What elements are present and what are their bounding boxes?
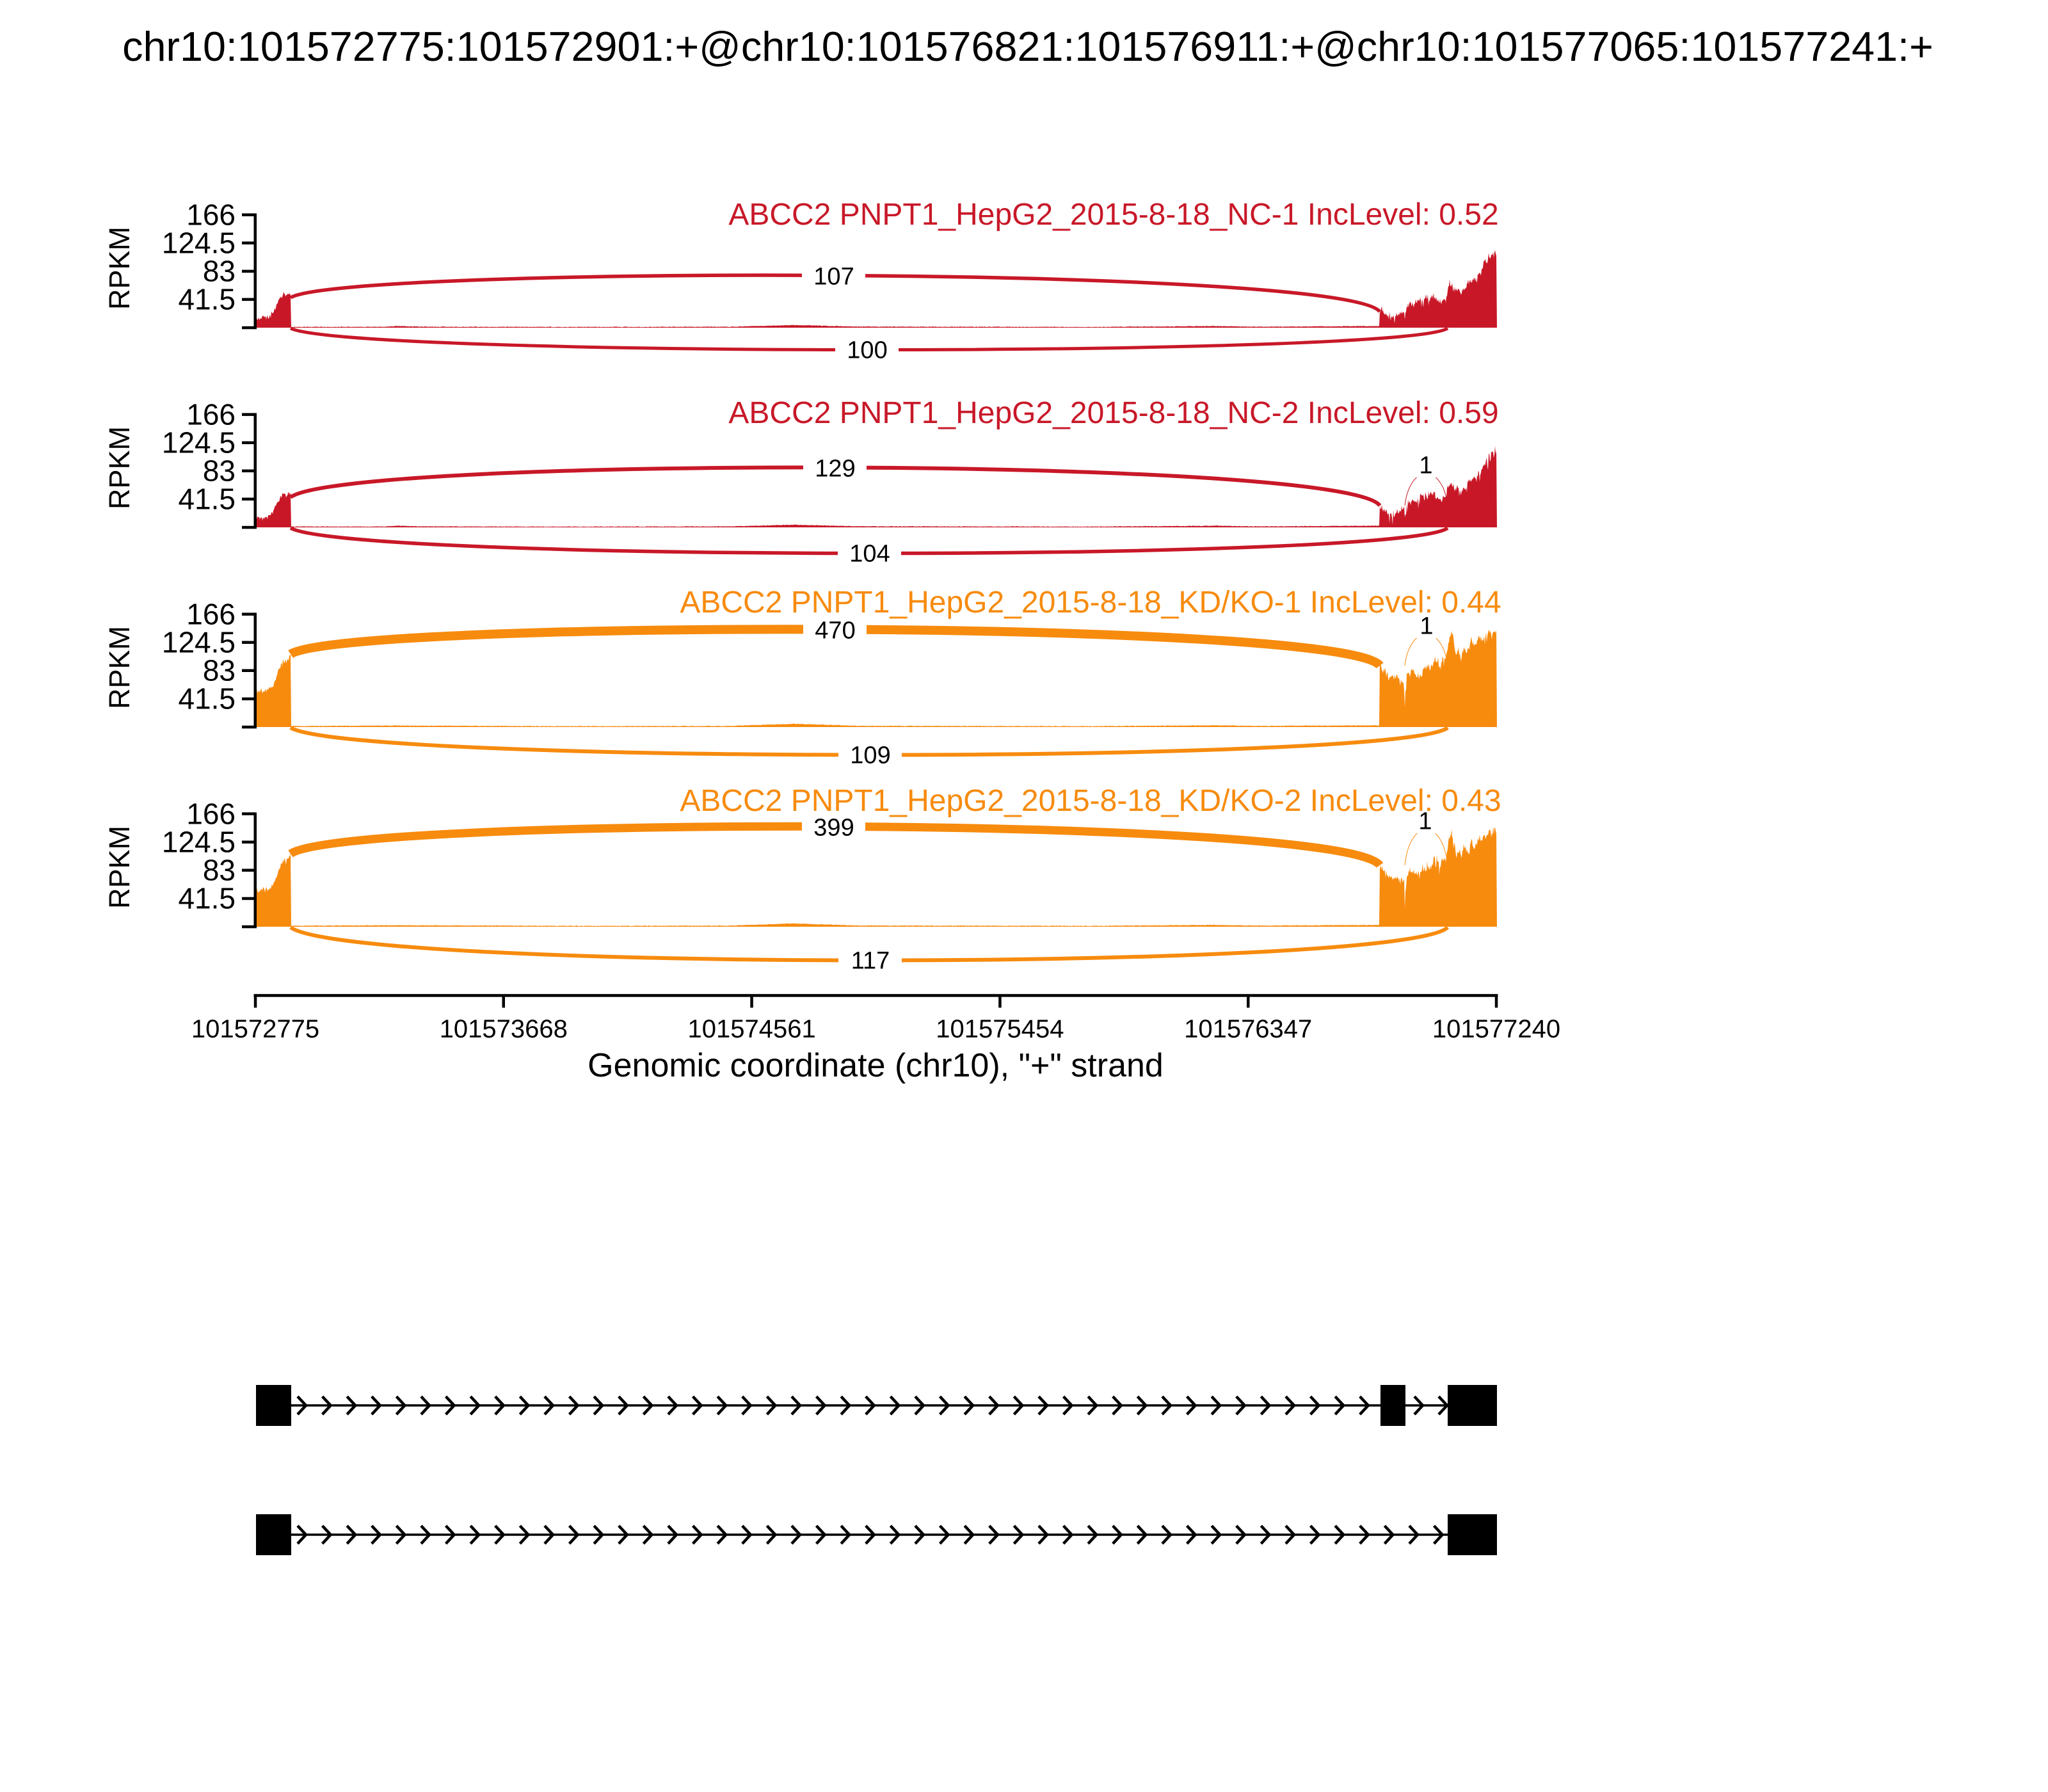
svg-text:109: 109 (850, 742, 890, 769)
svg-text:83: 83 (203, 654, 236, 687)
svg-text:RPKM: RPKM (103, 426, 136, 509)
svg-text:ABCC2 PNPT1_HepG2_2015-8-18_KD: ABCC2 PNPT1_HepG2_2015-8-18_KD/KO-1 IncL… (680, 586, 1501, 620)
svg-text:107: 107 (813, 264, 854, 291)
svg-text:chr10:101572775:101572901:+@ch: chr10:101572775:101572901:+@chr10:101576… (122, 23, 1933, 70)
svg-text:104: 104 (849, 541, 890, 568)
svg-text:124.5: 124.5 (162, 825, 236, 858)
svg-text:1: 1 (1420, 613, 1433, 640)
svg-text:101575454: 101575454 (936, 1015, 1064, 1043)
svg-text:124.5: 124.5 (162, 426, 236, 459)
svg-text:101576347: 101576347 (1184, 1015, 1312, 1043)
svg-text:124.5: 124.5 (162, 226, 236, 259)
svg-text:101574561: 101574561 (687, 1015, 815, 1043)
svg-text:ABCC2 PNPT1_HepG2_2015-8-18_NC: ABCC2 PNPT1_HepG2_2015-8-18_NC-1 IncLeve… (728, 198, 1498, 232)
svg-text:117: 117 (851, 948, 890, 975)
svg-text:ABCC2 PNPT1_HepG2_2015-8-18_KD: ABCC2 PNPT1_HepG2_2015-8-18_KD/KO-2 IncL… (680, 784, 1501, 818)
svg-text:41.5: 41.5 (178, 682, 236, 716)
svg-text:101573668: 101573668 (440, 1015, 568, 1043)
svg-text:101577240: 101577240 (1432, 1015, 1560, 1043)
svg-text:RPKM: RPKM (103, 626, 136, 709)
svg-text:ABCC2 PNPT1_HepG2_2015-8-18_NC: ABCC2 PNPT1_HepG2_2015-8-18_NC-2 IncLeve… (728, 396, 1498, 430)
svg-text:100: 100 (847, 337, 887, 364)
svg-text:Genomic coordinate (chr10), "+: Genomic coordinate (chr10), "+" strand (588, 1047, 1164, 1084)
svg-text:101572775: 101572775 (191, 1015, 319, 1043)
svg-text:41.5: 41.5 (178, 283, 236, 316)
svg-text:166: 166 (186, 198, 236, 231)
svg-text:RPKM: RPKM (103, 826, 136, 909)
svg-text:166: 166 (186, 597, 236, 630)
svg-text:124.5: 124.5 (162, 625, 236, 659)
svg-text:1: 1 (1418, 808, 1432, 835)
svg-text:470: 470 (815, 618, 855, 644)
svg-text:RPKM: RPKM (103, 227, 136, 310)
svg-text:83: 83 (203, 255, 236, 288)
svg-text:129: 129 (815, 456, 855, 483)
svg-text:166: 166 (186, 397, 236, 431)
svg-text:83: 83 (203, 454, 236, 488)
svg-text:41.5: 41.5 (178, 882, 236, 915)
svg-text:166: 166 (186, 797, 236, 830)
svg-text:399: 399 (813, 815, 854, 842)
svg-text:83: 83 (203, 854, 236, 887)
svg-text:41.5: 41.5 (178, 483, 236, 516)
svg-text:1: 1 (1419, 452, 1432, 479)
